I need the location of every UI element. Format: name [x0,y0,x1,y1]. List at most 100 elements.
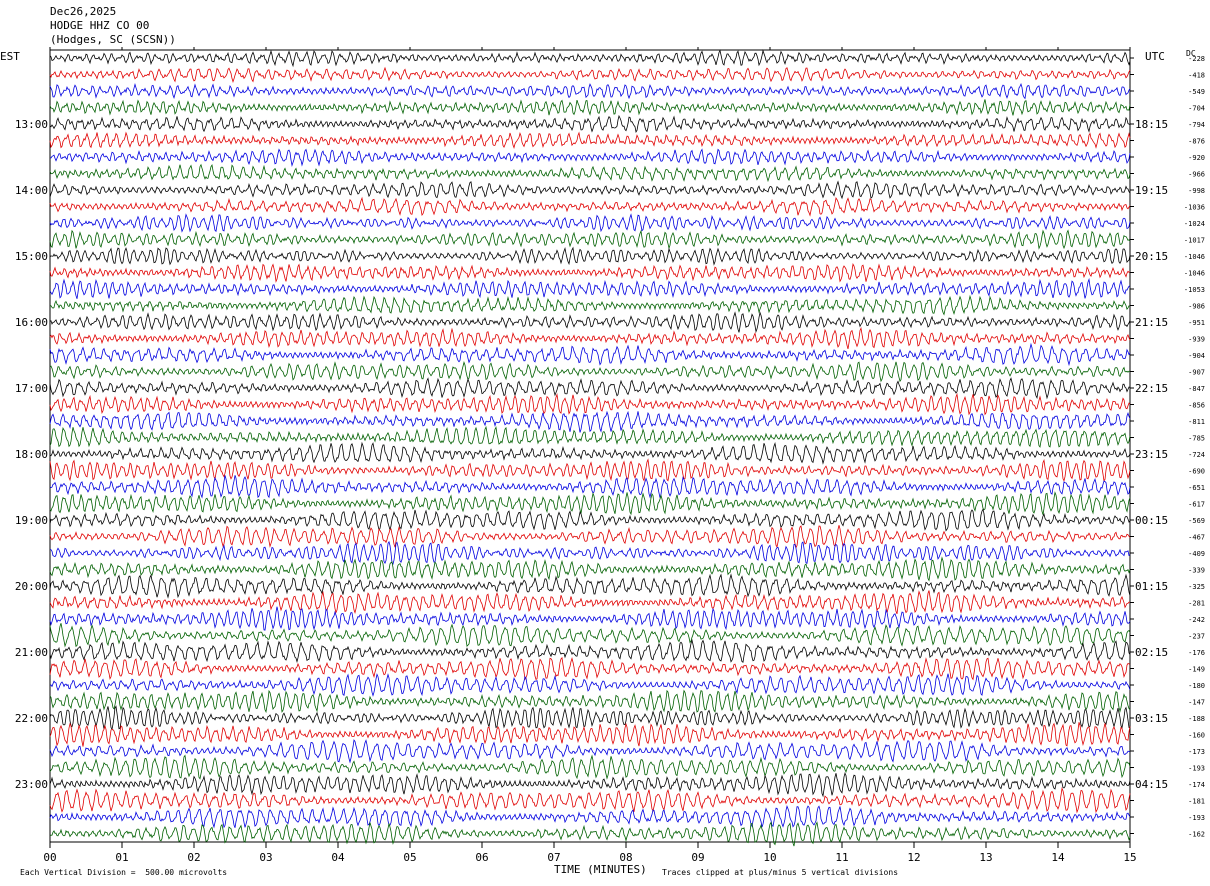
trace-24 [49,425,1131,448]
x-tick-label-02: 02 [187,851,200,864]
trace-12 [49,229,1131,250]
dc-offset-label: -188 [1188,715,1205,723]
x-tick-label-07: 07 [547,851,560,864]
trace-13 [49,246,1131,266]
utc-hour-label: 22:15 [1135,382,1168,395]
trace-43 [49,739,1131,764]
dc-offset-label: -149 [1188,666,1205,674]
dc-offset-label: -920 [1188,154,1205,162]
trace-44 [49,754,1131,780]
utc-hour-label: 02:15 [1135,646,1168,659]
x-tick-label-14: 14 [1051,851,1065,864]
dc-offset-label: -228 [1188,55,1205,63]
trace-27 [49,475,1131,499]
dc-offset-label: -181 [1188,798,1205,806]
dc-offset-label: -237 [1188,633,1205,641]
trace-47 [49,804,1131,829]
station-label: HODGE HHZ CO 00 [50,19,150,32]
x-tick-label-10: 10 [763,851,776,864]
trace-39 [49,673,1131,697]
dc-offset-label: -325 [1188,583,1205,591]
trace-5 [49,114,1131,133]
est-hour-label: 20:00 [15,580,48,593]
utc-hour-label: 19:15 [1135,184,1168,197]
x-tick-label-15: 15 [1123,851,1136,864]
dc-offset-label: -704 [1188,105,1205,113]
trace-37 [49,638,1131,664]
trace-6 [49,131,1131,150]
dc-offset-label: -1046 [1184,253,1205,261]
dc-offset-label: -907 [1188,369,1205,377]
dc-offset-label: -173 [1188,748,1205,756]
trace-42 [49,722,1131,747]
est-hour-label: 21:00 [15,646,48,659]
est-hour-label: 18:00 [15,448,48,461]
est-hour-label: 22:00 [15,712,48,725]
trace-29 [49,508,1131,532]
footer-clip-note: Traces clipped at plus/minus 5 vertical … [662,868,899,877]
est-hour-label: 17:00 [15,382,48,395]
dc-offset-label: -966 [1188,171,1205,179]
trace-33 [49,573,1131,599]
x-tick-label-04: 04 [331,851,345,864]
dc-offset-label: -174 [1188,781,1205,789]
dc-offset-label: -724 [1188,451,1205,459]
trace-2 [49,66,1131,84]
trace-26 [49,458,1131,482]
utc-hour-label: 18:15 [1135,118,1168,131]
trace-46 [49,787,1131,814]
dc-offset-label: -998 [1188,187,1205,195]
trace-4 [49,99,1131,116]
x-tick-label-05: 05 [403,851,416,864]
trace-22 [49,392,1131,416]
dc-offset-label: -811 [1188,418,1205,426]
est-hour-label: 15:00 [15,250,48,263]
trace-30 [49,525,1131,549]
dc-offset-label: -1017 [1184,237,1205,245]
utc-hour-label: 03:15 [1135,712,1168,725]
dc-offset-label: -690 [1188,468,1205,476]
trace-18 [49,326,1131,350]
x-tick-label-13: 13 [979,851,992,864]
location-label: (Hodges, SC (SCSN)) [50,33,176,46]
trace-25 [49,441,1131,465]
trace-19 [49,342,1131,367]
trace-11 [49,213,1131,233]
dc-offset-label: -160 [1188,732,1205,740]
trace-40 [49,689,1131,714]
date-label: Dec26,2025 [50,5,117,18]
trace-10 [49,196,1131,217]
dc-offset-label: -951 [1188,319,1205,327]
dc-offset-label: -176 [1188,649,1205,657]
dc-offset-label: -339 [1188,567,1205,575]
dc-offset-label: -876 [1188,138,1205,146]
trace-32 [49,556,1131,582]
trace-16 [49,294,1131,316]
trace-35 [49,606,1131,631]
x-tick-label-11: 11 [835,851,848,864]
trace-group [49,49,1131,847]
dc-offset-label: -1046 [1184,270,1205,278]
utc-hour-label: 00:15 [1135,514,1168,527]
trace-7 [49,148,1131,167]
dc-offset-label: -281 [1188,600,1205,608]
dc-offset-label: -549 [1188,88,1205,96]
trace-48 [49,821,1131,847]
trace-14 [49,262,1131,283]
x-tick-label-00: 00 [43,851,56,864]
utc-hour-label: 23:15 [1135,448,1168,461]
dc-offset-label: -847 [1188,385,1205,393]
dc-offset-label: -467 [1188,534,1205,542]
est-hour-label: 23:00 [15,778,48,791]
trace-45 [49,771,1131,798]
trace-38 [49,656,1131,681]
est-hour-label: 13:00 [15,118,48,131]
dc-offset-label: -904 [1188,352,1205,360]
dc-offset-label: -617 [1188,501,1205,509]
trace-17 [49,311,1131,334]
dc-offset-label: -785 [1188,435,1205,443]
trace-41 [49,705,1131,731]
x-axis-title: TIME (MINUTES) [554,863,647,876]
dc-offset-label: -1036 [1184,204,1205,212]
